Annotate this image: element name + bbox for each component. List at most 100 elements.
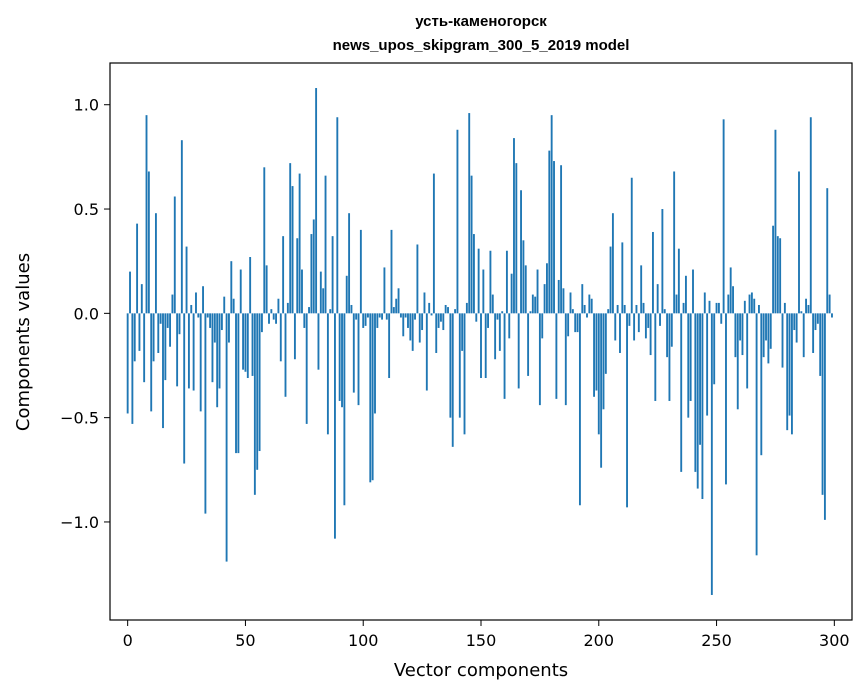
bar-141 xyxy=(458,313,461,418)
bar-167 xyxy=(520,190,522,314)
bar-135 xyxy=(444,304,447,314)
bar-169 xyxy=(524,265,527,314)
bar-189 xyxy=(571,309,574,314)
bar-151 xyxy=(482,269,485,314)
bar-166 xyxy=(517,313,520,389)
bar-83 xyxy=(322,288,325,314)
bar-171 xyxy=(529,311,532,314)
bar-290 xyxy=(809,117,812,314)
bar-72 xyxy=(296,238,299,314)
bar-285 xyxy=(798,171,800,314)
bar-75 xyxy=(303,313,306,328)
bar-164 xyxy=(513,138,515,314)
bar-43 xyxy=(228,313,230,343)
x-tick-label: 100 xyxy=(348,631,379,650)
bar-239 xyxy=(689,313,692,401)
bar-271 xyxy=(765,313,767,341)
bar-245 xyxy=(703,292,706,314)
bar-76 xyxy=(305,313,308,424)
bar-208 xyxy=(616,304,619,314)
bar-231 xyxy=(670,313,673,347)
bar-101 xyxy=(364,313,367,326)
bar-100 xyxy=(362,313,365,328)
bar-123 xyxy=(416,244,419,314)
bar-288 xyxy=(805,298,807,314)
bar-134 xyxy=(442,313,445,331)
bar-202 xyxy=(602,313,605,410)
bar-296 xyxy=(823,313,826,520)
bar-214 xyxy=(630,177,633,314)
bar-8 xyxy=(145,115,148,314)
bar-16 xyxy=(164,313,167,381)
bar-52 xyxy=(249,257,252,314)
bar-232 xyxy=(673,171,676,314)
bar-67 xyxy=(284,313,287,397)
bar-104 xyxy=(371,313,374,481)
y-tick-label: −1.0 xyxy=(60,513,99,532)
bar-21 xyxy=(176,313,179,387)
bar-145 xyxy=(468,113,471,314)
bar-230 xyxy=(668,313,671,401)
bar-159 xyxy=(501,311,504,314)
bar-265 xyxy=(750,292,753,314)
bar-65 xyxy=(279,313,282,362)
bar-74 xyxy=(301,269,303,314)
y-axis-label: Components values xyxy=(13,253,34,431)
bar-227 xyxy=(661,209,664,314)
bar-19 xyxy=(171,294,174,314)
bar-82 xyxy=(319,271,322,314)
bar-117 xyxy=(402,313,405,337)
bar-273 xyxy=(769,313,772,349)
bar-40 xyxy=(220,313,223,331)
bar-47 xyxy=(237,313,240,454)
bar-204 xyxy=(607,309,610,314)
bar-183 xyxy=(557,279,560,314)
bar-3 xyxy=(133,313,136,362)
bar-85 xyxy=(326,313,329,435)
bar-180 xyxy=(550,115,553,314)
bar-258 xyxy=(734,313,737,358)
bar-243 xyxy=(699,313,701,445)
bar-115 xyxy=(397,288,400,314)
bar-150 xyxy=(480,313,482,379)
bar-186 xyxy=(564,313,567,406)
bar-31 xyxy=(199,313,202,412)
bar-140 xyxy=(456,129,459,314)
chart-title: усть-каменогорск xyxy=(415,13,547,30)
bar-194 xyxy=(583,304,586,314)
bar-281 xyxy=(788,313,791,416)
bar-110 xyxy=(385,313,388,320)
bar-272 xyxy=(767,313,770,364)
bar-107 xyxy=(378,313,381,318)
bar-38 xyxy=(216,313,219,408)
bar-144 xyxy=(465,302,468,314)
bar-216 xyxy=(635,304,638,314)
bar-246 xyxy=(706,313,709,416)
bar-33 xyxy=(204,313,207,514)
bar-68 xyxy=(286,302,289,314)
x-tick-label: 200 xyxy=(584,631,615,650)
bar-168 xyxy=(522,240,525,314)
bar-188 xyxy=(569,292,572,314)
bar-86 xyxy=(329,309,332,314)
bar-255 xyxy=(727,294,730,314)
bar-295 xyxy=(821,313,824,495)
bar-102 xyxy=(366,313,369,318)
bar-163 xyxy=(510,273,513,314)
bar-48 xyxy=(239,269,242,314)
bar-32 xyxy=(202,286,204,314)
bar-284 xyxy=(795,313,798,343)
bar-257 xyxy=(732,286,734,314)
bar-157 xyxy=(496,313,499,320)
bar-253 xyxy=(722,119,725,314)
bar-289 xyxy=(807,304,810,314)
y-tick-label: 0.5 xyxy=(74,200,99,219)
bar-160 xyxy=(503,313,506,399)
bar-5 xyxy=(138,313,141,351)
bar-26 xyxy=(187,313,190,389)
bar-137 xyxy=(449,313,452,418)
bar-91 xyxy=(341,313,343,408)
bar-23 xyxy=(180,140,183,314)
bar-220 xyxy=(644,313,647,339)
bar-247 xyxy=(708,300,711,314)
